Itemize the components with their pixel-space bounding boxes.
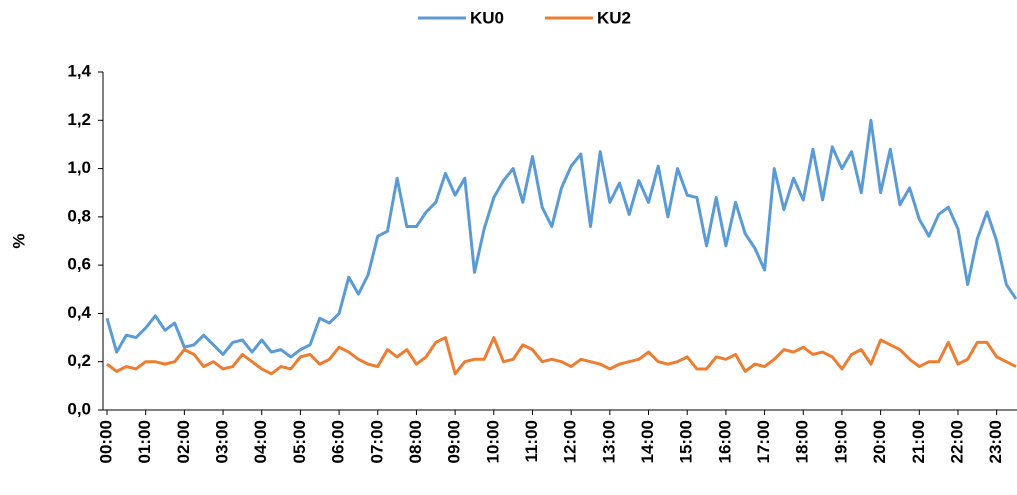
x-tick-label: 00:00 [96,420,115,463]
x-tick-label: 08:00 [406,420,425,463]
x-tick-label: 18:00 [793,420,812,463]
x-tick-label: 04:00 [251,420,270,463]
x-tick-label: 21:00 [909,420,928,463]
y-tick-label: 1,4 [67,61,91,80]
y-tick-label: 0,8 [67,206,91,225]
y-tick-label: 0,2 [67,351,91,370]
y-tick-label: 1,2 [67,110,91,129]
y-tick-label: 1,0 [67,158,91,177]
x-tick-label: 17:00 [754,420,773,463]
x-tick-label: 19:00 [831,420,850,463]
y-tick-label: 0,0 [67,399,91,418]
x-tick-label: 10:00 [483,420,502,463]
x-tick-label: 22:00 [947,420,966,463]
y-tick-label: 0,4 [67,303,91,322]
y-axis-label: % [9,233,28,248]
series-line [105,118,1017,359]
x-tick-label: 05:00 [290,420,309,463]
x-tick-label: 16:00 [715,420,734,463]
x-tick-label: 09:00 [445,420,464,463]
x-tick-label: 07:00 [367,420,386,463]
series-line [106,336,1017,376]
x-tick-label: 12:00 [561,420,580,463]
x-tick-label: 01:00 [135,420,154,463]
y-tick-label: 0,6 [67,255,91,274]
x-tick-label: 15:00 [677,420,696,463]
legend-label: KU2 [597,8,631,27]
legend-label: KU0 [470,8,504,27]
x-tick-label: 03:00 [213,420,232,463]
x-tick-label: 14:00 [638,420,657,463]
x-tick-label: 13:00 [599,420,618,463]
x-tick-label: 11:00 [522,420,541,463]
x-tick-label: 23:00 [986,420,1005,463]
x-tick-label: 06:00 [329,420,348,463]
x-tick-label: 02:00 [174,420,193,463]
x-tick-label: 20:00 [870,420,889,463]
